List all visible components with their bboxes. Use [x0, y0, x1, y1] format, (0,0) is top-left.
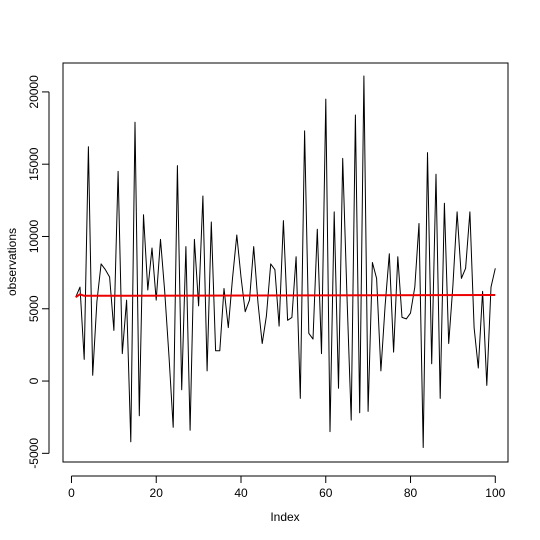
y-tick-label: 10000: [27, 219, 41, 253]
y-tick-label: 15000: [27, 147, 41, 181]
x-tick-label: 40: [234, 486, 248, 500]
plot-frame: [62, 62, 509, 463]
y-tick-label: 20000: [27, 75, 41, 109]
y-tick-label: -5000: [27, 438, 41, 469]
fitted-line: [75, 293, 496, 299]
y-tick-label: 0: [27, 377, 41, 384]
x-tick-label: 60: [319, 486, 333, 500]
x-tick-label: 100: [485, 486, 505, 500]
y-axis-title: observations: [5, 228, 19, 296]
x-axis-title: Index: [270, 510, 299, 524]
x-tick-label: 20: [150, 486, 164, 500]
series-layer: [75, 75, 496, 448]
y-axis: -5000 0 5000 10000 15000 20000: [27, 75, 50, 469]
observations-line: [75, 75, 496, 448]
y-tick-label: 5000: [27, 295, 41, 322]
x-axis: 0 20 40 60 80 100: [68, 475, 506, 500]
x-tick-label: 0: [68, 486, 75, 500]
x-tick-label: 80: [404, 486, 418, 500]
